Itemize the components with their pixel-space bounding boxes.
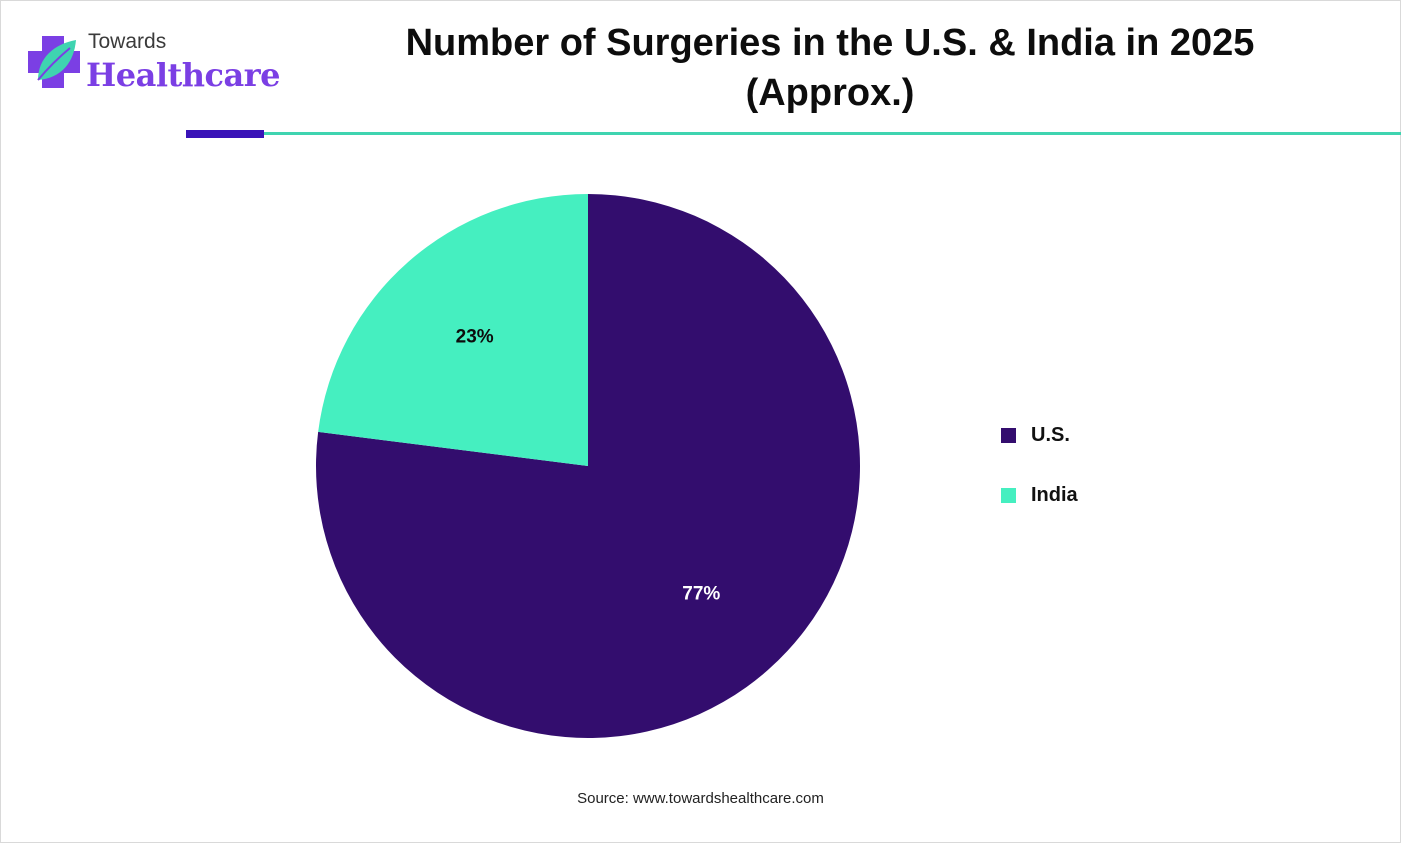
- pie-slice-india: [318, 194, 588, 466]
- title-underline-accent: [186, 130, 264, 138]
- chart-legend: U.S. India: [1001, 420, 1078, 540]
- legend-label: U.S.: [1031, 423, 1070, 446]
- data-label-india: 23%: [456, 326, 494, 347]
- legend-swatch: [1001, 427, 1016, 443]
- legend-item: India: [1001, 480, 1078, 510]
- brand-name-main: Healthcare: [86, 56, 280, 94]
- source-note: Source: www.towardshealthcare.com: [577, 790, 824, 807]
- title-underline-rule: [264, 132, 1401, 135]
- brand-logo: Towards Healthcare: [24, 28, 280, 98]
- data-label-u-s: 77%: [682, 584, 720, 605]
- legend-label: India: [1031, 483, 1078, 506]
- chart-title: Number of Surgeries in the U.S. & India …: [405, 22, 1255, 114]
- brand-name-top: Towards: [88, 30, 167, 53]
- medical-cross-leaf-icon: [28, 36, 80, 88]
- legend-item: U.S.: [1001, 420, 1078, 450]
- legend-swatch: [1001, 487, 1016, 503]
